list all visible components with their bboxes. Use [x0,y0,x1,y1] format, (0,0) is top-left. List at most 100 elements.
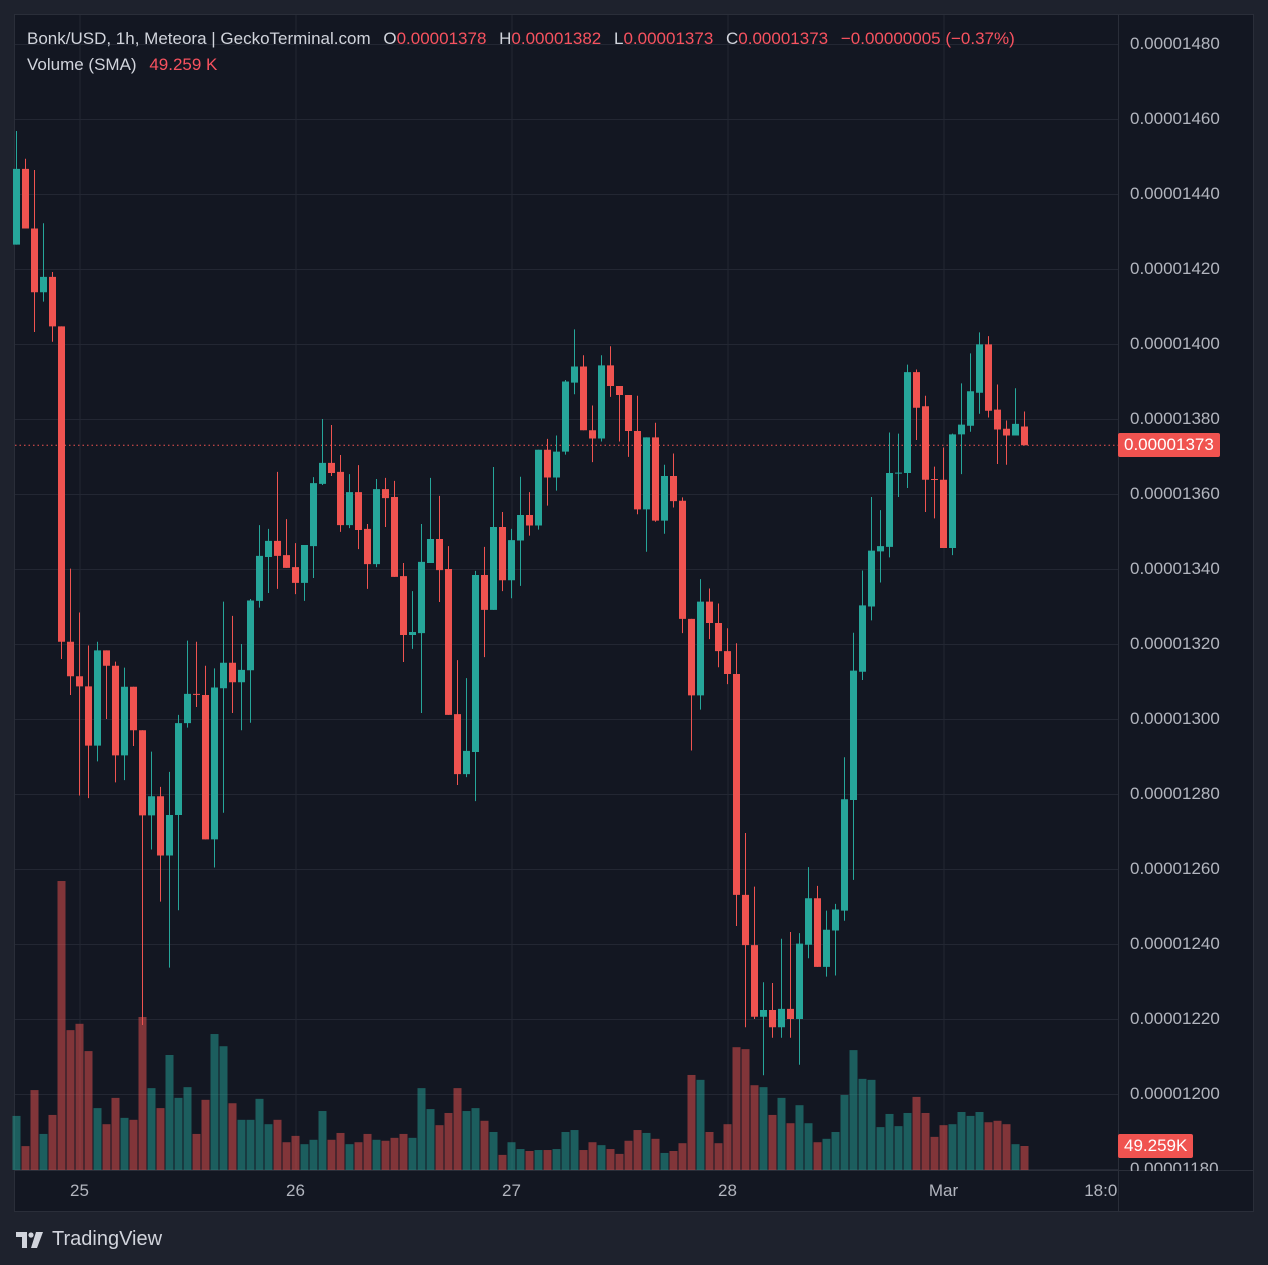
candle-body [553,451,560,478]
candle-body [598,365,605,439]
candle [1012,388,1019,436]
candle [481,546,488,658]
candle-body [472,575,479,752]
candle-body [490,527,497,610]
candle [229,615,236,713]
candle-body [454,714,461,775]
candle [247,599,254,723]
volume-bar [984,1122,993,1170]
volume-bar [39,1133,48,1170]
volume-bar [192,1133,201,1170]
volume-bar [561,1131,570,1170]
volume-title[interactable]: Volume (SMA) [27,55,137,74]
candle-body [958,424,965,435]
candle-body [931,479,938,480]
volume-bar [777,1097,786,1170]
volume-bar [939,1125,948,1170]
candle [706,588,713,640]
volume-bar [1020,1145,1029,1170]
candle-body [778,1008,785,1028]
candle-body [391,497,398,577]
candle [598,355,605,442]
volume-bar [813,1142,822,1170]
candle-body [265,540,272,557]
y-tick-label: 0.00001240 [1130,934,1220,953]
candle [976,332,983,414]
candle [256,525,263,608]
volume-bar [921,1112,930,1170]
symbol-title[interactable]: Bonk/USD, 1h, Meteora | GeckoTerminal.co… [27,29,371,48]
candle-body [211,687,218,840]
volume-bar [48,1114,57,1170]
y-tick-label: 0.00001400 [1130,334,1220,353]
candle-body [355,492,362,530]
volume-bar [30,1090,39,1170]
candle-body [409,632,416,635]
candle [202,665,209,840]
volume-bar [741,1049,750,1170]
candle [355,465,362,550]
candle [787,932,794,1038]
volume-bar [156,1108,165,1170]
volume-bar [705,1131,714,1170]
candle-body [157,796,164,856]
candle [832,903,839,976]
candle [364,524,371,589]
candle-body [535,449,542,526]
candle-body [706,601,713,623]
volume-bar [678,1143,687,1170]
candle-body [904,372,911,473]
volume-bar [993,1120,1002,1170]
volume-bar [147,1088,156,1170]
volume-bar [624,1140,633,1170]
candle-body [499,527,506,581]
candle [292,543,299,595]
tradingview-logo[interactable]: TradingView [16,1228,162,1251]
candle [697,579,704,710]
candle [310,477,317,578]
y-tick-label: 0.00001380 [1130,409,1220,428]
volume-bar [930,1136,939,1170]
candle-body [670,476,677,502]
candle-body [310,483,317,547]
volume-bar [597,1145,606,1170]
tradingview-label: TradingView [52,1228,163,1250]
candle [733,643,740,926]
candle [265,528,272,593]
volume-bar [282,1142,291,1170]
volume-bar [291,1135,300,1170]
volume-bar [975,1112,984,1170]
price-axis[interactable]: 0.00001480 0.00001460 0.00001440 0.00001420… [1119,15,1253,1171]
volume-bar [957,1112,966,1170]
candle-body [1003,428,1010,436]
candle-body [67,641,74,677]
candle-body [976,344,983,393]
volume-bar [651,1138,660,1170]
candle [796,933,803,1065]
volume-bar [588,1142,597,1170]
tradingview-logo-icon [16,1231,43,1248]
candle [517,476,524,586]
candle-body [139,730,146,816]
candle [724,628,731,685]
candle [157,786,164,902]
candle-body [589,430,596,439]
candle [454,660,461,785]
candle-body [985,344,992,411]
time-axis[interactable]: 25 26 27 28 Mar 18:00 [15,1171,1118,1211]
candle [877,510,884,583]
candle-body [373,489,380,565]
y-tick-label: 0.00001460 [1130,109,1220,128]
candle [679,497,686,634]
candle [373,479,380,568]
candle [688,618,695,751]
candle [166,771,173,968]
volume-bar [93,1108,102,1170]
candle-body [445,569,452,715]
y-tick-label: 0.00001440 [1130,184,1220,203]
open-value: 0.00001378 [396,29,487,48]
candle [958,383,965,475]
candle [22,158,29,229]
candle-body [859,605,866,672]
